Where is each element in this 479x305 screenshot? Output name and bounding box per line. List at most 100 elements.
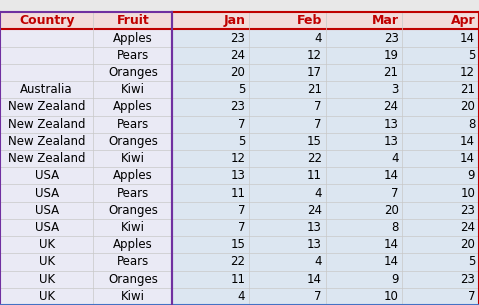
- Text: 24: 24: [460, 221, 475, 234]
- Text: USA: USA: [34, 204, 59, 217]
- Bar: [326, 98, 402, 116]
- Text: 20: 20: [460, 100, 475, 113]
- Bar: [402, 98, 479, 116]
- Bar: [0, 219, 93, 236]
- Bar: [402, 185, 479, 202]
- Text: 11: 11: [230, 187, 245, 199]
- Bar: [172, 202, 249, 219]
- Bar: [172, 288, 249, 305]
- Bar: [172, 116, 249, 133]
- Bar: [402, 47, 479, 64]
- Bar: [93, 202, 172, 219]
- Bar: [0, 288, 93, 305]
- Bar: [172, 29, 249, 47]
- Bar: [326, 185, 402, 202]
- Bar: [249, 288, 326, 305]
- Text: 15: 15: [230, 238, 245, 251]
- Text: 23: 23: [230, 31, 245, 45]
- Text: 9: 9: [391, 273, 399, 286]
- Text: 14: 14: [307, 273, 322, 286]
- Text: 23: 23: [384, 31, 399, 45]
- Bar: [249, 98, 326, 116]
- Bar: [0, 47, 93, 64]
- Text: Pears: Pears: [117, 49, 149, 62]
- Bar: [0, 12, 93, 29]
- Bar: [326, 288, 402, 305]
- Bar: [326, 219, 402, 236]
- Text: UK: UK: [39, 256, 55, 268]
- Text: 17: 17: [307, 66, 322, 79]
- Bar: [93, 150, 172, 167]
- Text: 14: 14: [384, 238, 399, 251]
- Text: 19: 19: [384, 49, 399, 62]
- Text: 23: 23: [460, 273, 475, 286]
- Text: Oranges: Oranges: [108, 135, 158, 148]
- Text: 24: 24: [384, 100, 399, 113]
- Bar: [249, 64, 326, 81]
- Text: 7: 7: [314, 290, 322, 303]
- Bar: [326, 116, 402, 133]
- Text: Apples: Apples: [113, 238, 153, 251]
- Bar: [402, 167, 479, 185]
- Text: 20: 20: [460, 238, 475, 251]
- Bar: [249, 236, 326, 253]
- Bar: [326, 64, 402, 81]
- Text: Fruit: Fruit: [116, 14, 149, 27]
- Bar: [402, 133, 479, 150]
- Text: New Zealand: New Zealand: [8, 135, 85, 148]
- Text: 21: 21: [384, 66, 399, 79]
- Bar: [93, 29, 172, 47]
- Bar: [172, 47, 249, 64]
- Text: Australia: Australia: [21, 83, 73, 96]
- Bar: [93, 236, 172, 253]
- Bar: [249, 271, 326, 288]
- Bar: [172, 133, 249, 150]
- Text: Pears: Pears: [117, 256, 149, 268]
- Text: 7: 7: [238, 204, 245, 217]
- Text: 14: 14: [384, 169, 399, 182]
- Text: Apples: Apples: [113, 31, 153, 45]
- Text: Country: Country: [19, 14, 74, 27]
- Text: Apples: Apples: [113, 100, 153, 113]
- Text: New Zealand: New Zealand: [8, 152, 85, 165]
- Bar: [172, 12, 249, 29]
- Bar: [402, 288, 479, 305]
- Bar: [172, 98, 249, 116]
- Text: USA: USA: [34, 187, 59, 199]
- Text: 8: 8: [391, 221, 399, 234]
- Text: 20: 20: [230, 66, 245, 79]
- Bar: [93, 12, 172, 29]
- Text: 11: 11: [230, 273, 245, 286]
- Bar: [326, 29, 402, 47]
- Text: 4: 4: [391, 152, 399, 165]
- Bar: [93, 271, 172, 288]
- Text: USA: USA: [34, 169, 59, 182]
- Bar: [326, 12, 402, 29]
- Text: Oranges: Oranges: [108, 273, 158, 286]
- Bar: [402, 64, 479, 81]
- Bar: [172, 150, 249, 167]
- Text: 13: 13: [307, 221, 322, 234]
- Bar: [0, 116, 93, 133]
- Text: 13: 13: [384, 118, 399, 131]
- Text: 3: 3: [391, 83, 399, 96]
- Text: 5: 5: [238, 135, 245, 148]
- Bar: [402, 12, 479, 29]
- Bar: [172, 81, 249, 98]
- Bar: [93, 288, 172, 305]
- Bar: [172, 185, 249, 202]
- Bar: [249, 29, 326, 47]
- Text: Feb: Feb: [297, 14, 322, 27]
- Text: 22: 22: [307, 152, 322, 165]
- Text: 7: 7: [238, 221, 245, 234]
- Text: 13: 13: [384, 135, 399, 148]
- Bar: [0, 185, 93, 202]
- Bar: [0, 271, 93, 288]
- Bar: [326, 253, 402, 271]
- Bar: [249, 219, 326, 236]
- Bar: [402, 29, 479, 47]
- Bar: [93, 219, 172, 236]
- Text: Jan: Jan: [223, 14, 245, 27]
- Bar: [93, 64, 172, 81]
- Text: Mar: Mar: [372, 14, 399, 27]
